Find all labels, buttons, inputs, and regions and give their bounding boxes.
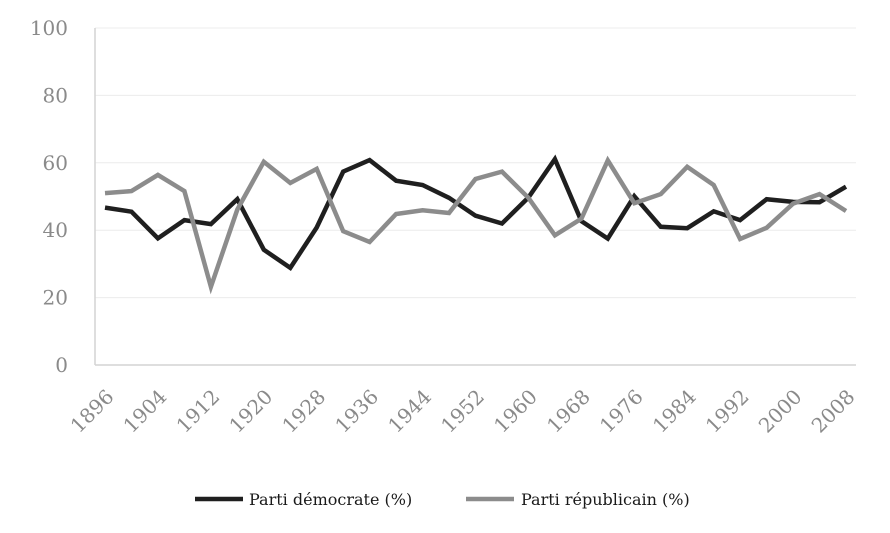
legend-label: Parti démocrate (%)	[249, 490, 412, 509]
x-tick-label: 2008	[807, 385, 860, 438]
y-tick-label: 20	[43, 286, 68, 310]
series-line-democrat	[104, 154, 848, 272]
series-lines	[104, 154, 848, 295]
y-tick-label: 40	[43, 218, 68, 242]
x-tick-label: 1952	[436, 385, 489, 438]
x-tick-label: 1912	[171, 385, 224, 438]
legend-label: Parti républicain (%)	[521, 490, 690, 509]
x-tick-label: 1960	[489, 385, 542, 438]
x-tick-label: 1968	[542, 385, 595, 438]
legend: Parti démocrate (%) Parti républicain (%)	[195, 490, 690, 509]
x-tick-label: 1896	[66, 385, 119, 438]
x-tick-label: 1976	[595, 385, 648, 438]
x-tick-label: 1936	[330, 385, 383, 438]
y-tick-label: 60	[43, 151, 68, 175]
x-tick-label: 1928	[277, 385, 330, 438]
x-tick-label: 1984	[648, 385, 701, 438]
x-tick-label: 1904	[118, 385, 171, 438]
gridlines	[95, 27, 856, 299]
axes	[94, 28, 856, 366]
series-line-republican	[104, 155, 848, 295]
y-tick-label: 100	[30, 16, 68, 40]
x-tick-label: 1944	[383, 385, 436, 438]
x-tick-label: 1920	[224, 385, 277, 438]
x-tick-labels: 1896 1904 1912 1920 1928 1936 1944 1952 1960 1968…	[66, 385, 860, 438]
x-tick-label: 1992	[701, 385, 754, 438]
x-tick-label: 2000	[754, 385, 807, 438]
y-tick-label: 0	[55, 353, 68, 377]
y-tick-label: 80	[43, 83, 68, 107]
y-tick-labels: 0 20 40 60 80 100	[30, 16, 68, 377]
